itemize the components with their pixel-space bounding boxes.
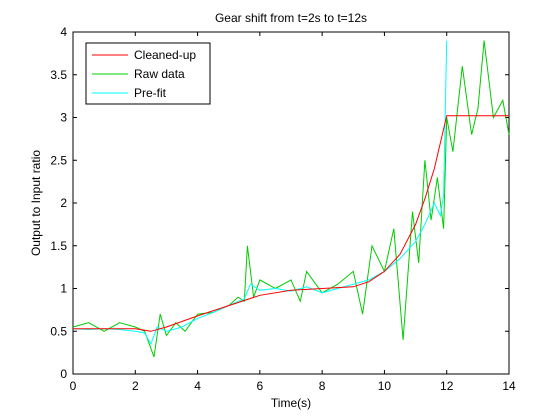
y-tick-label: 2.5 xyxy=(50,153,67,167)
x-tick-label: 14 xyxy=(502,379,516,393)
x-tick-label: 2 xyxy=(132,379,139,393)
series-line-cleaned-up xyxy=(73,115,509,332)
y-tick-label: 0.5 xyxy=(50,324,67,338)
y-tick-label: 2 xyxy=(60,196,67,210)
x-tick-label: 6 xyxy=(257,379,264,393)
y-tick-label: 3 xyxy=(60,111,67,125)
y-tick-label: 1.5 xyxy=(50,239,67,253)
x-tick-label: 4 xyxy=(194,379,201,393)
x-tick-label: 8 xyxy=(319,379,326,393)
x-axis-ticks: 0 2 4 6 8 10 12 14 xyxy=(70,32,516,393)
legend: Cleaned-up Raw data Pre-fit xyxy=(85,42,211,105)
legend-label-raw-data: Raw data xyxy=(134,67,185,81)
y-axis-label: Output to Input ratio xyxy=(29,150,43,256)
y-tick-label: 4 xyxy=(60,25,67,39)
series-layer xyxy=(72,40,510,358)
series-line-raw-data xyxy=(72,40,510,358)
y-tick-label: 1 xyxy=(60,282,67,296)
legend-label-cleaned-up: Cleaned-up xyxy=(134,48,196,62)
y-tick-label: 3.5 xyxy=(50,68,67,82)
legend-label-pre-fit: Pre-fit xyxy=(134,86,167,100)
chart-title: Gear shift from t=2s to t=12s xyxy=(215,11,367,25)
x-tick-label: 12 xyxy=(440,379,454,393)
series-line-pre-fit xyxy=(72,40,448,346)
x-tick-label: 10 xyxy=(378,379,392,393)
y-tick-label: 0 xyxy=(60,367,67,381)
x-axis-label: Time(s) xyxy=(271,396,311,410)
x-tick-label: 0 xyxy=(70,379,77,393)
y-axis-ticks: 0 0.5 1 1.5 2 2.5 3 3.5 4 xyxy=(50,25,509,381)
